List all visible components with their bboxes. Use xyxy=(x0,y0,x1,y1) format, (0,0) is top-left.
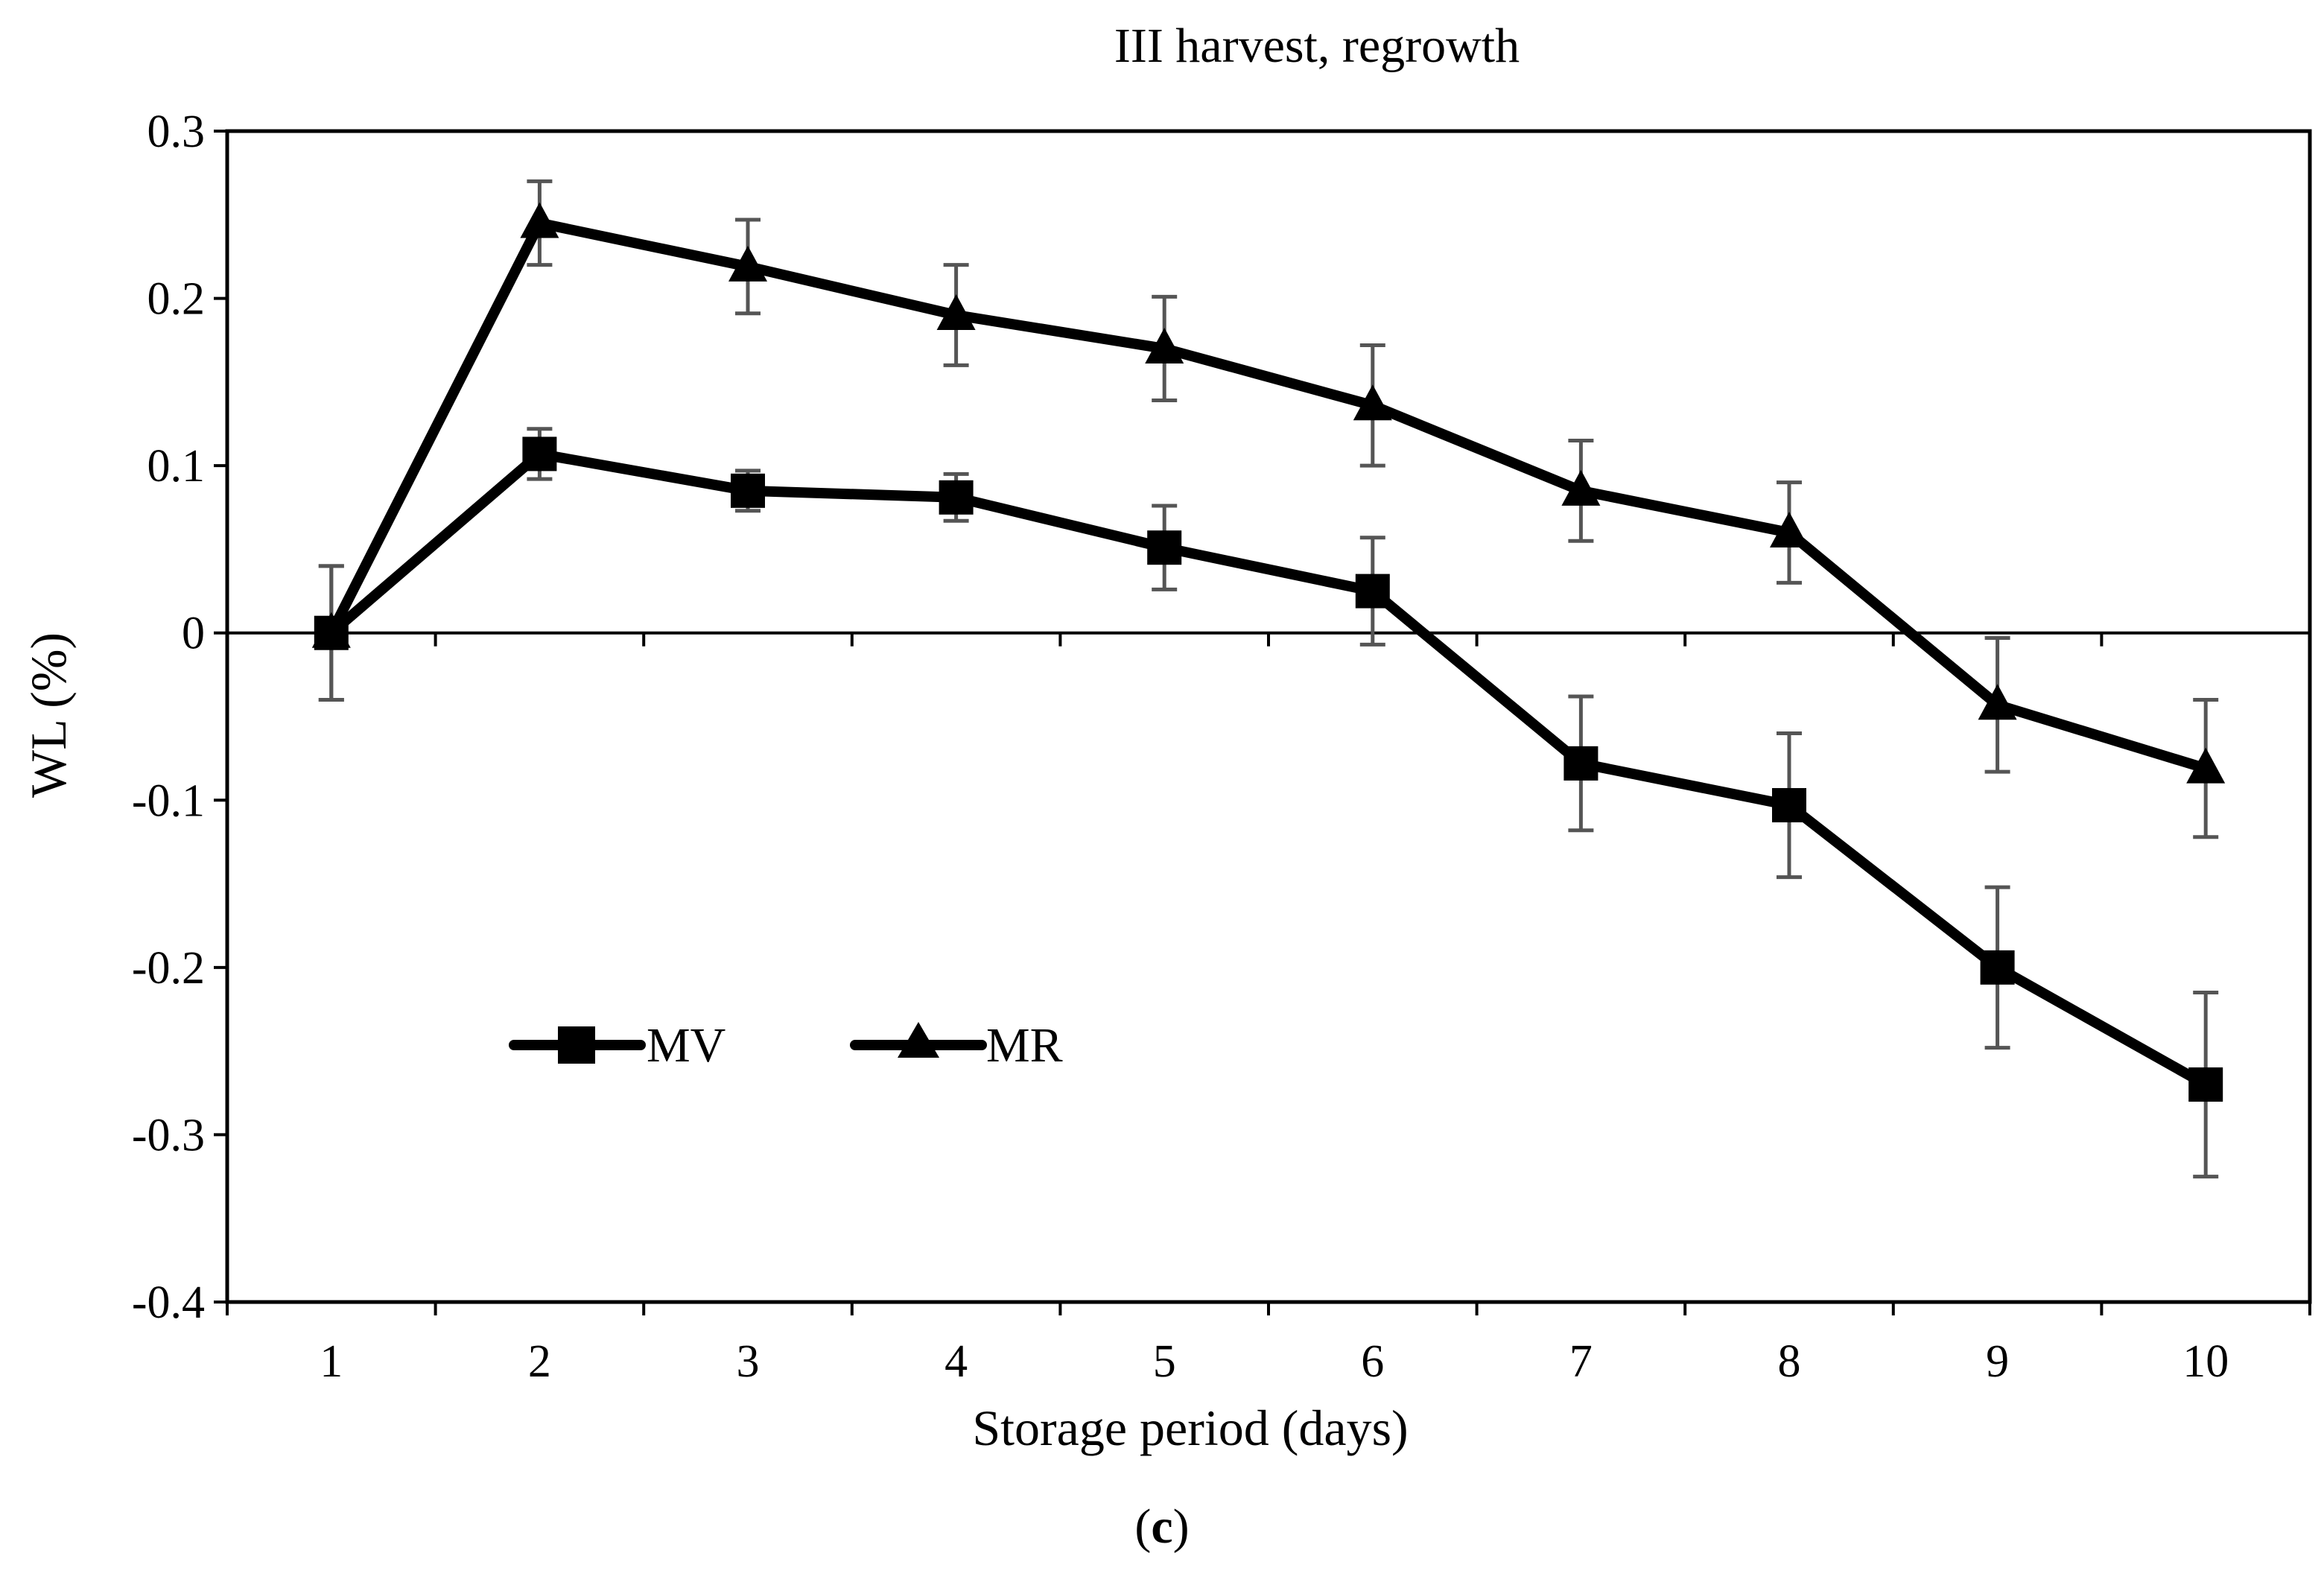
data-point-mr xyxy=(520,202,559,238)
panel-letter: c xyxy=(1151,1499,1173,1554)
data-point-mv xyxy=(731,473,765,508)
x-tick-label: 8 xyxy=(1778,1336,1801,1387)
data-point-mr xyxy=(936,294,976,331)
legend-marker-mr xyxy=(898,1022,939,1058)
data-point-mv xyxy=(1772,788,1806,823)
legend: MV MR xyxy=(509,1018,1063,1073)
data-point-mr xyxy=(1353,384,1392,421)
y-tick-label: -0.3 xyxy=(132,1110,205,1160)
x-tick-label: 9 xyxy=(1986,1336,2009,1387)
data-point-mr xyxy=(311,612,351,648)
data-point-mr xyxy=(728,245,767,282)
data-point-mr xyxy=(1561,469,1601,506)
data-point-mv xyxy=(1147,530,1182,565)
x-tick-label: 6 xyxy=(1361,1336,1384,1387)
legend-label-mr: MR xyxy=(986,1018,1063,1073)
data-point-mv xyxy=(1355,574,1390,609)
y-tick-label: 0.1 xyxy=(147,441,206,492)
x-axis-ticks: 1 2 3 4 5 6 7 8 9 10 xyxy=(226,632,2311,1387)
data-point-mv xyxy=(522,436,557,471)
y-tick-label: -0.2 xyxy=(132,943,205,994)
y-tick-label: 0.2 xyxy=(147,274,206,325)
y-tick-label: 0.3 xyxy=(147,107,206,157)
series-line-mr xyxy=(326,217,2212,774)
error-bars xyxy=(318,179,2219,1179)
data-point-mr xyxy=(1145,327,1184,363)
x-tick-label: 7 xyxy=(1569,1336,1593,1387)
y-tick-label: -0.1 xyxy=(132,775,205,826)
x-tick-label: 2 xyxy=(528,1336,551,1387)
legend-marker-mv xyxy=(558,1026,595,1064)
data-point-mr xyxy=(1978,684,2017,720)
x-tick-label: 3 xyxy=(737,1336,760,1387)
x-tick-label: 1 xyxy=(320,1336,343,1387)
x-axis-title: Storage period (days) xyxy=(972,1400,1408,1456)
data-markers xyxy=(311,202,2226,1102)
data-point-mr xyxy=(2186,747,2226,784)
x-tick-label: 10 xyxy=(2182,1336,2229,1387)
y-tick-label: -0.4 xyxy=(132,1277,205,1328)
panel-label: (c) xyxy=(1134,1499,1190,1554)
x-tick-label: 5 xyxy=(1153,1336,1176,1387)
data-point-mv xyxy=(2188,1067,2223,1102)
legend-label-mv: MV xyxy=(647,1018,726,1073)
chart-title: III harvest, regrowth xyxy=(1114,19,1520,73)
data-point-mv xyxy=(1563,746,1598,781)
y-axis-ticks: 0.3 0.2 0.1 0 -0.1 -0.2 -0.3 -0.4 xyxy=(132,107,227,1328)
series-lines xyxy=(326,217,2212,1090)
data-point-mv xyxy=(1980,950,2015,985)
y-tick-label: 0 xyxy=(182,609,205,659)
series-line-mv xyxy=(326,448,2212,1090)
x-tick-label: 4 xyxy=(944,1336,968,1387)
data-point-mv xyxy=(939,480,974,515)
y-axis-title: WL (%) xyxy=(20,632,77,798)
data-point-mr xyxy=(1770,511,1809,547)
